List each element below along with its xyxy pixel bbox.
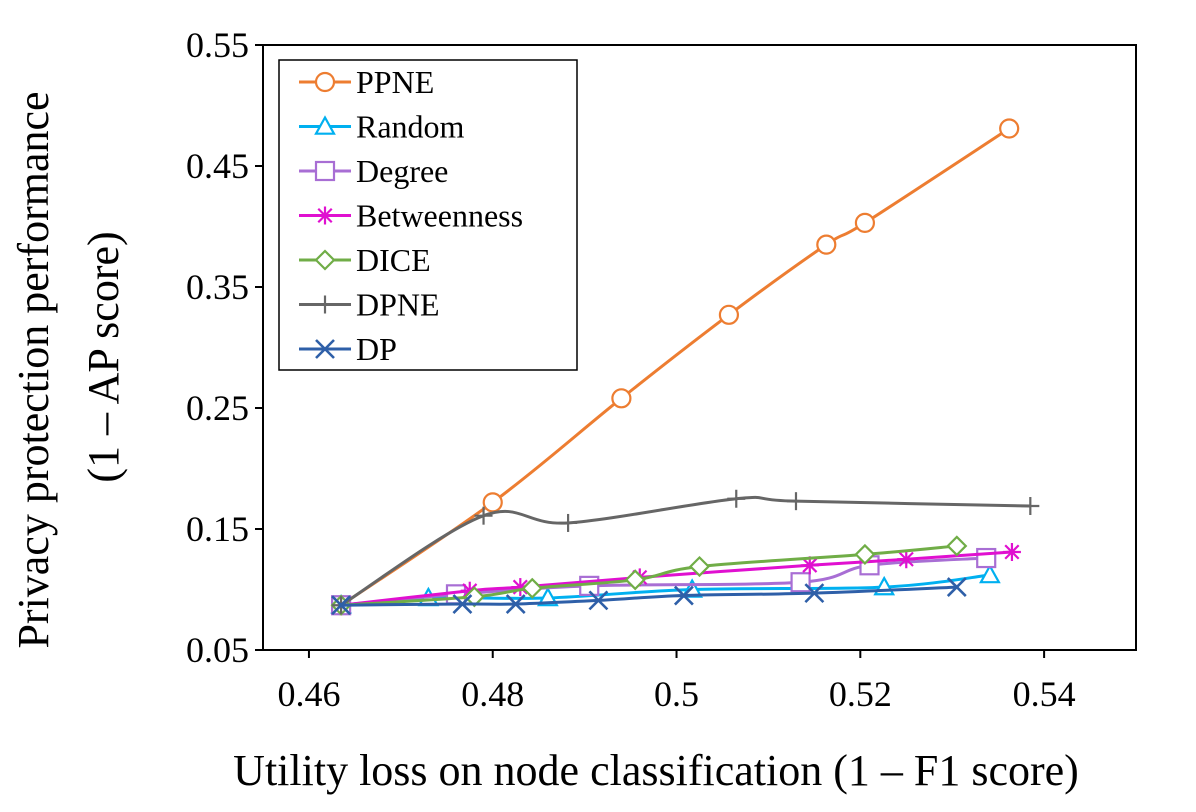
series-dp — [331, 577, 967, 616]
legend: PPNE Random Degree Betweenness DICE DPNE DP — [278, 59, 578, 371]
data-point-dp — [804, 583, 825, 604]
data-point-ppne — [482, 492, 503, 513]
data-point-degree — [790, 572, 811, 593]
data-point-random — [979, 563, 1001, 584]
series-line-dp — [341, 585, 957, 607]
legend-label: DPNE — [356, 287, 440, 323]
data-point-ppne — [611, 388, 632, 409]
data-point-betweenness — [897, 550, 916, 569]
series-line-dpne — [340, 495, 1031, 607]
y-axis-title-line1: Privacy protection performance — [9, 91, 58, 648]
x-tick-label: 0.52 — [829, 674, 892, 714]
y-tick-label: 0.25 — [186, 388, 249, 428]
legend-item-betweenness: Betweenness — [299, 198, 523, 234]
legend-item-ppne: PPNE — [299, 64, 434, 100]
legend-marker — [314, 249, 336, 271]
data-point-dpne — [1021, 497, 1040, 516]
y-tick-label: 0.35 — [186, 267, 249, 307]
legend-item-dpne: DPNE — [299, 287, 440, 323]
y-tick-label: 0.15 — [186, 509, 249, 549]
data-point-dp — [946, 577, 967, 597]
legend-label: Random — [356, 109, 465, 145]
data-point-ppne — [816, 234, 837, 255]
data-point-dp — [673, 585, 694, 606]
x-tick-label: 0.5 — [654, 674, 699, 714]
legend-marker — [315, 339, 335, 359]
legend-item-dice: DICE — [299, 242, 431, 278]
y-tick-label: 0.05 — [186, 630, 249, 670]
y-axis-title-line2: (1 – AP score) — [79, 231, 128, 482]
data-point-dice — [624, 569, 646, 591]
data-point-dice — [521, 577, 543, 599]
data-point-degree — [976, 547, 997, 569]
legend-marker — [314, 71, 336, 93]
legend-marker — [314, 160, 336, 182]
y-axis-ticks: 0.05 0.15 0.25 0.35 0.45 0.55 — [186, 25, 263, 670]
x-axis-title: Utility loss on node classification (1 –… — [233, 746, 1079, 795]
data-point-dpne — [559, 513, 578, 532]
x-tick-label: 0.54 — [1013, 674, 1076, 714]
legend-label: Degree — [356, 153, 448, 189]
legend-label: Betweenness — [356, 198, 523, 234]
data-point-dice — [854, 543, 876, 565]
legend-marker — [314, 115, 336, 135]
legend-item-random: Random — [299, 109, 465, 145]
data-point-dp — [588, 590, 609, 611]
data-point-dice — [946, 535, 968, 557]
series-group — [330, 118, 1040, 616]
legend-marker — [316, 295, 334, 314]
data-point-dpne — [786, 492, 805, 511]
data-point-dpne — [474, 506, 493, 525]
legend-item-dp: DP — [299, 331, 397, 367]
data-point-dp — [331, 595, 352, 616]
data-point-dp — [452, 594, 473, 614]
data-point-betweenness — [1002, 542, 1021, 561]
data-point-dice — [688, 555, 711, 578]
data-point-dice — [463, 586, 485, 608]
y-tick-label: 0.45 — [186, 146, 249, 186]
legend-label: PPNE — [356, 64, 434, 100]
data-point-dp — [505, 594, 526, 614]
data-point-ppne — [999, 118, 1020, 139]
legend-label: DP — [356, 331, 397, 367]
legend-item-degree: Degree — [299, 153, 448, 189]
y-tick-label: 0.55 — [186, 25, 249, 65]
data-point-dpne — [727, 489, 746, 508]
x-tick-label: 0.48 — [461, 674, 524, 714]
data-point-ppne — [718, 304, 740, 325]
legend-label: DICE — [356, 242, 431, 278]
legend-marker — [316, 206, 334, 225]
x-tick-label: 0.46 — [277, 674, 340, 714]
data-point-ppne — [854, 212, 876, 233]
x-axis-ticks: 0.46 0.48 0.5 0.52 0.54 — [277, 650, 1076, 714]
